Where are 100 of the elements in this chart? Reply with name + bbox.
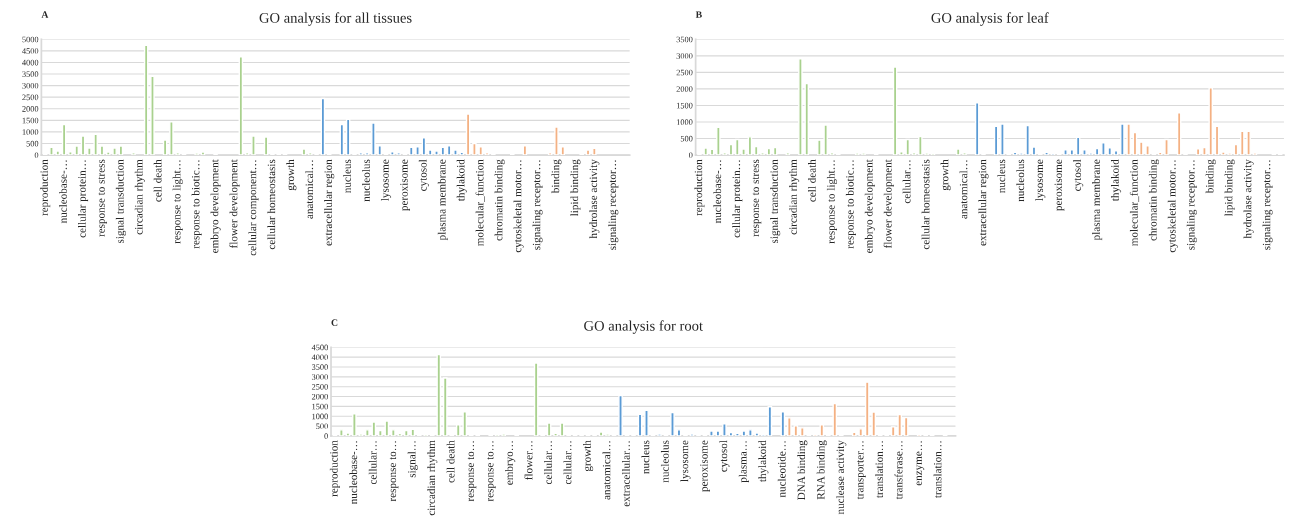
bar <box>371 421 377 436</box>
bar <box>99 145 105 156</box>
bar <box>80 135 86 156</box>
x-tick-label: circadian rhythm <box>789 159 800 235</box>
x-tick-label: lipid binding <box>570 159 581 217</box>
bar <box>434 150 439 156</box>
x-tick-label: cell death <box>808 159 816 202</box>
x-tick-label: nucleus <box>997 159 1006 193</box>
x-tick-label: circadian rhythm <box>427 440 438 516</box>
bar <box>453 149 458 156</box>
bar <box>1082 149 1087 156</box>
x-tick-label: enzyme… <box>916 441 925 486</box>
x-tick-label: response to biotic… <box>845 160 856 249</box>
x-tick-label: cytoskeletal motor… <box>1167 160 1178 253</box>
x-tick-label: flower… <box>524 441 533 480</box>
x-tick-label: nucleolus <box>660 440 669 483</box>
y-tick-label: 1000 <box>312 413 328 420</box>
bar <box>1233 143 1239 156</box>
bar <box>1069 149 1075 156</box>
x-tick-label: reproduction <box>694 159 705 216</box>
x-tick-label: extracellular region <box>324 159 335 246</box>
x-tick-label: cytoskeletal motor… <box>513 160 524 253</box>
y-tick-label: 500 <box>316 423 328 430</box>
x-tick-label: embryo… <box>505 441 516 485</box>
y-tick-label: 4500 <box>311 344 328 351</box>
x-tick-label: thylakoid <box>1110 159 1122 202</box>
bar <box>194 152 199 156</box>
bar <box>49 146 54 156</box>
bar <box>364 152 370 156</box>
x-tick-label: translation… <box>875 441 884 499</box>
x-tick-label: circadian rhythm <box>134 159 145 235</box>
text: A <box>41 11 49 18</box>
bar <box>131 152 136 156</box>
bar <box>446 145 452 156</box>
bar <box>397 432 403 436</box>
y-tick-label: 4000 <box>22 59 39 66</box>
bar <box>263 136 269 156</box>
x-tick-label: extracellular region <box>978 159 989 246</box>
bar <box>715 430 721 436</box>
x-tick-label: cellular… <box>902 160 911 204</box>
x-tick-label: cellular protein… <box>732 160 743 238</box>
bar <box>554 126 559 156</box>
text: B <box>695 11 702 18</box>
x-tick-label: signal transduction <box>115 159 126 244</box>
y-tick-label: 500 <box>26 140 39 147</box>
bar <box>559 422 565 436</box>
x-tick-label: lysosome <box>1035 159 1046 201</box>
bar <box>553 432 558 436</box>
x-tick-label: flower development <box>883 159 894 249</box>
y-tick-label: 1500 <box>22 117 39 124</box>
y-tick-label: 2000 <box>311 393 328 400</box>
x-tick-label: embryo development <box>864 159 875 253</box>
x-tick-label: cellular… <box>563 441 572 485</box>
bar <box>384 420 390 436</box>
chart-title: GO analysis for leaf <box>931 12 1049 26</box>
x-tick-label: nucleotide… <box>777 441 786 498</box>
y-tick-label: 0 <box>34 152 39 159</box>
x-tick-label: signaling receptor… <box>1186 160 1197 250</box>
bar <box>722 423 727 436</box>
y-tick-label: 5000 <box>22 36 39 43</box>
bar <box>598 431 604 436</box>
x-tick-label: RNA binding <box>816 440 827 500</box>
bar <box>728 431 734 436</box>
x-tick-label: molecular_function <box>1129 159 1140 246</box>
bar <box>911 152 917 156</box>
y-tick-label: 2500 <box>22 94 39 101</box>
bar <box>427 149 433 156</box>
y-tick-label: 1000 <box>22 129 39 135</box>
x-tick-label: hydrolase activity <box>589 159 600 239</box>
x-tick-label: response to stress <box>98 159 108 237</box>
x-tick-label: cell death <box>446 440 455 483</box>
y-tick-label: 2000 <box>22 106 39 112</box>
x-tick-label: cellular homeostasis <box>267 159 276 250</box>
x-tick-label: cytosol <box>418 159 429 191</box>
bar <box>670 411 675 436</box>
bar <box>546 422 552 436</box>
bar <box>150 75 155 156</box>
bar <box>787 417 792 436</box>
x-tick-label: nucleus <box>641 440 650 474</box>
x-tick-label: response to… <box>487 441 496 502</box>
bar <box>345 432 351 436</box>
bar <box>358 152 364 156</box>
x-tick-label: response to… <box>467 441 477 502</box>
bar <box>244 152 250 156</box>
x-tick-label: signaling receptor… <box>532 160 543 250</box>
bar <box>754 432 760 436</box>
bar <box>365 429 370 436</box>
x-tick-label: chromatin binding <box>1148 159 1159 241</box>
x-tick-label: signaling receptor… <box>1262 160 1273 250</box>
bar <box>618 394 623 436</box>
x-tick-label: growth <box>940 159 951 191</box>
x-tick-label: growth <box>583 440 594 472</box>
bar <box>728 143 734 156</box>
y-tick-label: 2000 <box>676 86 693 92</box>
x-tick-label: nucleolus <box>362 159 370 202</box>
x-tick-label: transferase… <box>894 441 903 500</box>
bar <box>301 148 307 156</box>
x-tick-label: response to stress <box>752 159 762 237</box>
x-tick-label: extracellular… <box>622 441 630 507</box>
x-tick-label: lipid binding <box>1224 159 1235 217</box>
